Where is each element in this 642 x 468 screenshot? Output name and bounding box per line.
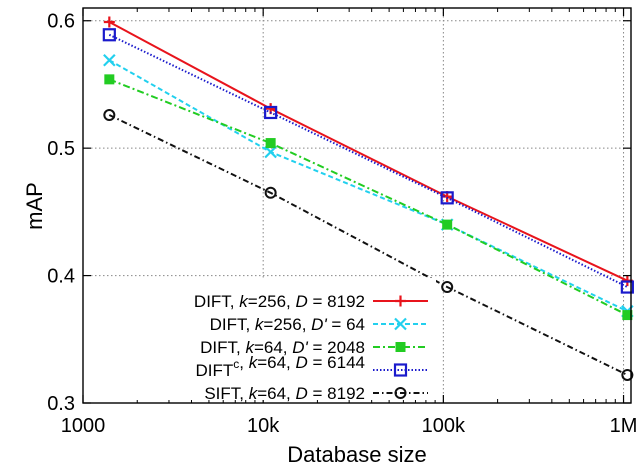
y-tick-label: 0.5 <box>47 138 75 160</box>
legend-label-part: =64, <box>257 353 295 372</box>
legend-label-part: DIFT, <box>210 315 255 334</box>
legend-label-part: DIFT, <box>200 338 245 357</box>
x-marker <box>264 145 277 159</box>
legend-label-part: =256, <box>263 315 311 334</box>
series-5 <box>103 109 634 381</box>
legend-label-part: = 8192 <box>308 292 365 311</box>
plus-marker <box>103 16 115 28</box>
circle-marker <box>621 368 634 381</box>
legend-label: DIFT, k=256, D = 8192 <box>194 292 365 311</box>
plot-frame <box>82 7 632 404</box>
open-square-marker <box>393 363 408 377</box>
legend-label-part: =64, <box>254 338 292 357</box>
legend-label-part: k <box>249 384 259 403</box>
plus-marker <box>395 295 406 307</box>
x-tick-label: 1000 <box>61 415 106 437</box>
legend-label-part: SIFT, <box>204 384 248 403</box>
x-marker <box>394 317 407 331</box>
legend-label: SIFT, k=64, D = 8192 <box>204 384 365 403</box>
series-line <box>108 78 628 316</box>
legend-label-part: D <box>296 292 308 311</box>
legend-label-part: =64, <box>257 384 295 403</box>
series-line <box>108 59 628 313</box>
open-square-marker <box>440 191 454 205</box>
square-marker <box>442 219 453 230</box>
legend-label-part: k <box>255 315 265 334</box>
legend-label-part: D' <box>292 338 308 357</box>
square-marker <box>265 138 276 149</box>
legend-label-part: DIFT, <box>194 292 239 311</box>
x-tick-label: 100k <box>422 415 466 437</box>
square-marker <box>395 342 406 352</box>
series-line <box>108 114 628 376</box>
open-square-marker <box>264 105 278 120</box>
legend-label: DIFT, k=64, D' = 2048 <box>200 338 365 357</box>
axis-ticks: 1000 10k 100k 1M 0.3 0.4 0.5 0.6 <box>47 8 637 437</box>
x-axis-title: Database size <box>287 442 426 467</box>
series-3 <box>104 74 633 321</box>
legend-label-part: D <box>296 353 308 372</box>
x-tick-label: 1M <box>610 415 638 437</box>
legend-label: DIFTc, k=64, D = 6144 <box>195 353 365 380</box>
legend-label-part: = 6144 <box>308 353 365 372</box>
legend-label-part: = 64 <box>327 315 365 334</box>
y-axis-title: mAP <box>22 182 47 230</box>
legend-label: DIFT, k=256, D' = 64 <box>210 315 365 334</box>
legend-label-part: = 2048 <box>308 338 365 357</box>
legend-label-part: k <box>239 292 249 311</box>
legend-label-part: = 8192 <box>308 384 365 403</box>
square-marker <box>104 74 115 85</box>
circle-marker <box>441 281 454 294</box>
circle-marker <box>264 186 277 199</box>
legend-label-part: k <box>245 338 255 357</box>
series-4 <box>102 28 634 294</box>
circle-marker <box>394 387 407 399</box>
series-line <box>108 33 628 288</box>
legend-label-part: D <box>296 384 308 403</box>
legend-label-part: c <box>233 357 239 371</box>
legend-label-part: k <box>249 353 259 372</box>
x-marker <box>103 53 116 67</box>
open-square-marker <box>102 28 116 42</box>
y-tick-label: 0.3 <box>47 393 75 415</box>
y-tick-label: 0.4 <box>47 266 75 288</box>
legend-label-part: =256, <box>248 292 296 311</box>
series-lines <box>102 16 634 381</box>
legend-background <box>116 278 436 400</box>
open-square-marker <box>620 280 634 294</box>
square-marker <box>622 310 633 321</box>
legend-label-part: D' <box>311 315 327 334</box>
circle-marker <box>103 109 116 122</box>
y-tick-label: 0.6 <box>47 11 75 33</box>
legend-label-part: , <box>239 353 248 372</box>
legend-label-part: DIFT <box>195 361 233 380</box>
series-line <box>108 21 628 282</box>
x-tick-label: 10k <box>247 415 280 437</box>
